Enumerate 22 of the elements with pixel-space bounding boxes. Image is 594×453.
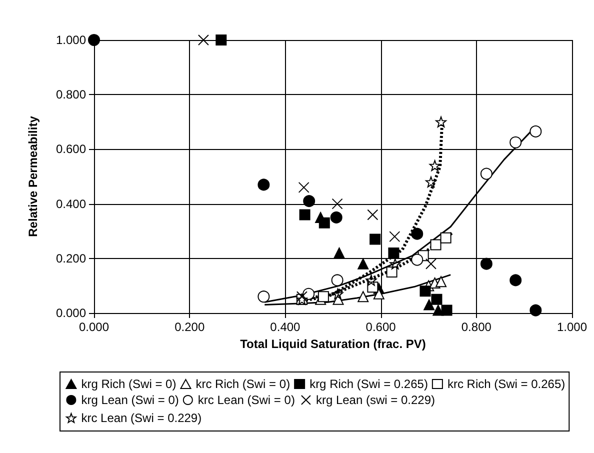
y-axis-title: Relative Permeability: [26, 116, 40, 237]
legend-label: krc Rich (Swi = 0.265): [447, 377, 566, 391]
legend-label: krg Rich (Swi = 0): [81, 377, 176, 391]
legend-label: krc Rich (Swi = 0): [196, 377, 290, 391]
y-tick-label: 0.400: [56, 196, 86, 211]
y-tick-label: 1.000: [56, 33, 86, 47]
legend-label: krc Lean (Swi = 0.229): [81, 411, 202, 425]
x-tick-label: 0.400: [270, 320, 301, 334]
x-tick-label: 0.800: [461, 320, 492, 334]
y-tick-label: 0.000: [56, 306, 86, 320]
y-tick-label: 0.600: [56, 142, 86, 156]
legend-label: krg Lean (swi = 0.229): [316, 393, 436, 407]
legend-label: krg Lean (Swi = 0): [81, 393, 179, 407]
x-tick-label: 1.000: [556, 320, 588, 334]
x-tick-label: 0.000: [78, 320, 110, 334]
x-tick-label: 0.200: [174, 320, 205, 334]
x-tick-label: 0.600: [366, 320, 396, 334]
legend-label: krc Lean (Swi = 0): [198, 393, 295, 407]
y-tick-label: 0.800: [56, 88, 86, 102]
y-tick-label: 0.200: [56, 251, 86, 266]
legend-label: krg Rich (Swi = 0.265): [310, 377, 428, 391]
x-axis-title: Total Liquid Saturation (frac. PV): [240, 336, 426, 351]
